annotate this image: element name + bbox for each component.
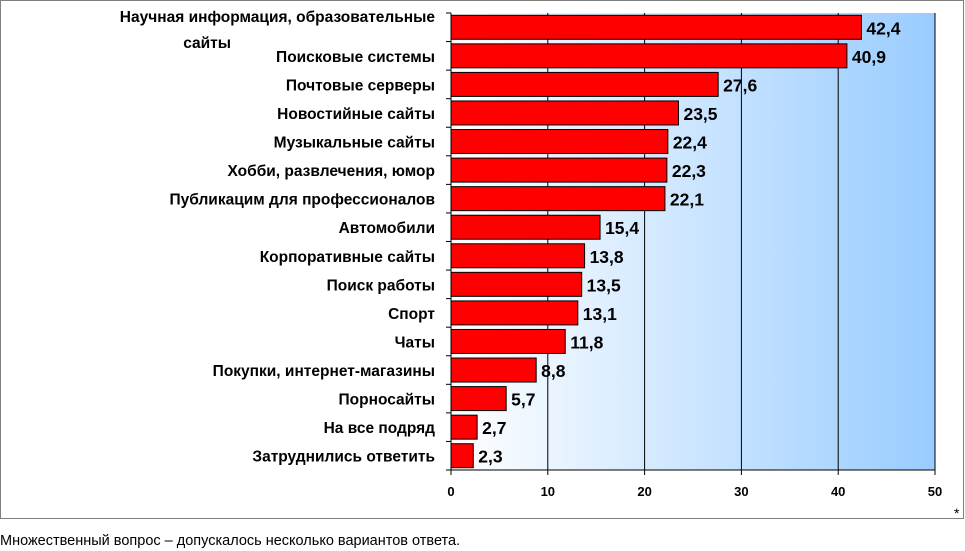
- data-label: 42,4: [866, 18, 900, 38]
- labels: 0 10 20 30 40 50 42,4 Научная информация, образ…: [120, 9, 942, 499]
- category-label: Музыкальные сайты: [274, 135, 435, 152]
- category-label: Чаты: [395, 334, 435, 351]
- footnote-marker: *: [954, 505, 960, 521]
- bar: [450, 186, 666, 212]
- category-label: Хобби, развлечения, юмор: [228, 163, 435, 180]
- data-label: 13,8: [590, 247, 624, 267]
- bars: [450, 14, 862, 469]
- category-label: Спорт: [388, 306, 435, 323]
- bar: [450, 14, 862, 40]
- bar: [450, 71, 719, 97]
- data-label: 11,8: [570, 332, 603, 352]
- bar: [450, 443, 474, 469]
- category-label: Научная информация, образовательные: [120, 9, 436, 26]
- category-label: Публикацим для профессионалов: [170, 192, 436, 209]
- category-label: Покупки, интернет-магазины: [213, 363, 435, 380]
- data-label: 2,3: [478, 447, 503, 467]
- category-label: На все подряд: [324, 420, 436, 437]
- data-label: 40,9: [852, 47, 886, 67]
- data-label: 22,1: [670, 190, 704, 210]
- category-label: Новостийные сайты: [277, 106, 435, 123]
- x-tick-label: 50: [928, 484, 942, 499]
- bar: [450, 129, 669, 155]
- bar: [450, 100, 679, 126]
- category-label: сайты: [183, 35, 231, 52]
- bar: [450, 328, 566, 354]
- x-tick-label: 30: [734, 484, 748, 499]
- category-label: Поисковые системы: [276, 49, 435, 66]
- data-label: 8,8: [541, 361, 566, 381]
- footnote-text: Множественный вопрос – допускалось неско…: [0, 533, 461, 549]
- data-label: 23,5: [683, 104, 717, 124]
- bar: [450, 386, 507, 412]
- data-label: 27,6: [723, 75, 757, 95]
- category-label: Автомобили: [339, 220, 435, 237]
- category-label: Порносайты: [339, 392, 436, 409]
- bar: [450, 271, 583, 297]
- bar: [450, 357, 537, 383]
- bar: [450, 414, 478, 440]
- x-tick-label: 40: [831, 484, 845, 499]
- data-label: 5,7: [511, 390, 535, 410]
- x-tick-label: 10: [541, 484, 555, 499]
- data-label: 13,5: [587, 275, 621, 295]
- data-label: 22,4: [673, 133, 707, 153]
- x-tick-label: 0: [447, 484, 454, 499]
- bar: [450, 157, 668, 183]
- category-label: Почтовые серверы: [286, 77, 435, 94]
- bar: [450, 243, 586, 269]
- category-label: Затруднились ответить: [252, 449, 435, 466]
- category-label: Поиск работы: [327, 277, 435, 294]
- data-label: 22,3: [672, 161, 706, 181]
- data-label: 13,1: [583, 304, 617, 324]
- bar: [450, 214, 601, 240]
- bar-chart: 0 10 20 30 40 50 42,4 Научная информация, образ…: [120, 9, 942, 499]
- category-label: Корпоративные сайты: [260, 249, 435, 266]
- data-label: 2,7: [482, 418, 506, 438]
- data-label: 15,4: [605, 218, 639, 238]
- x-tick-label: 20: [637, 484, 651, 499]
- axes: [446, 12, 936, 475]
- bar: [450, 43, 848, 69]
- bar: [450, 300, 579, 326]
